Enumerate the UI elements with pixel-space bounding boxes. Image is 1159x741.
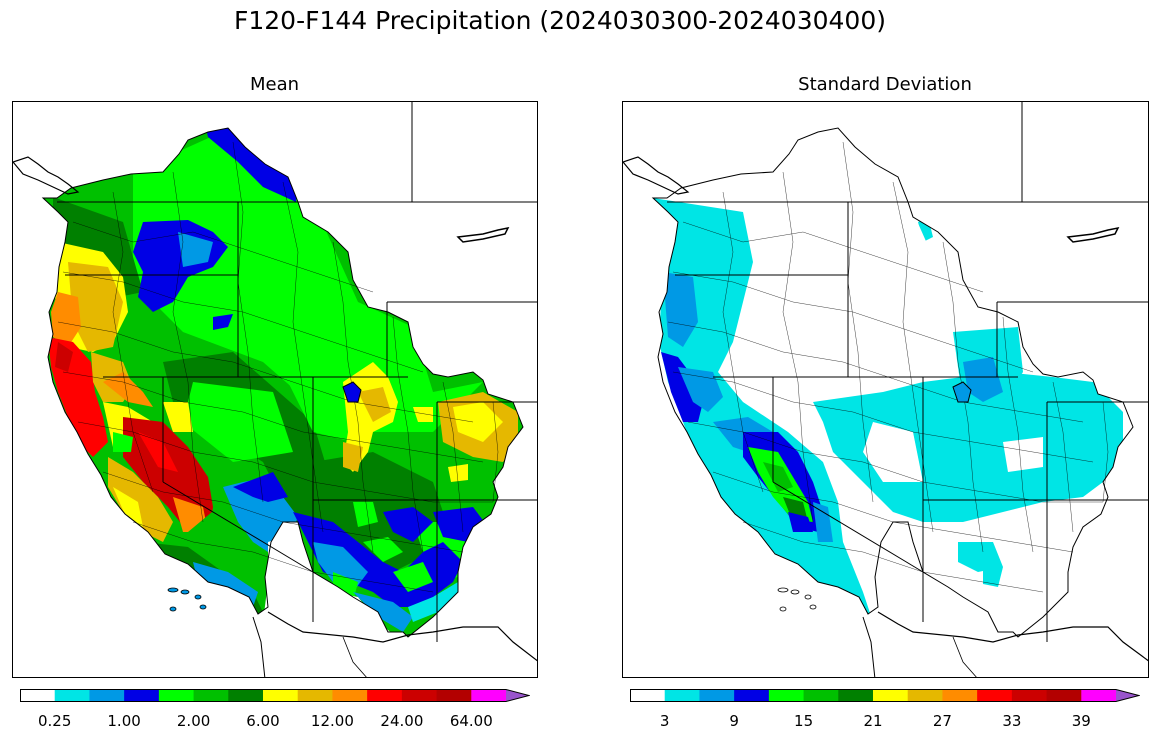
mean-colorbar-tick-label: 1.00 [107, 712, 141, 730]
mean-colorbar-bin [89, 689, 125, 702]
std-colorbar-bin [734, 689, 770, 702]
std-map [622, 101, 1149, 678]
std-colorbar-bin [803, 689, 839, 702]
std-colorbar-bin [1116, 689, 1139, 702]
std-colorbar-tick-label: 27 [932, 712, 952, 730]
mean-colorbar-tick-label: 64.00 [449, 712, 493, 730]
mean-colorbar-bin [332, 689, 368, 702]
mean-panel-title: Mean [249, 74, 300, 95]
std-colorbar-bin [873, 689, 909, 702]
mean-colorbar-bin [124, 689, 160, 702]
mean-colorbar-bin [367, 689, 403, 702]
std-colorbar-tick-label: 33 [1002, 712, 1022, 730]
std-colorbar-tick-label: 21 [863, 712, 883, 730]
std-colorbar-bin [1046, 689, 1082, 702]
std-colorbar-bin [907, 689, 943, 702]
mean-colorbar [20, 689, 530, 702]
mean-colorbar-bin [297, 689, 333, 702]
mean-colorbar-tick-label: 12.00 [310, 712, 354, 730]
mean-colorbar-bin [263, 689, 299, 702]
std-colorbar-bin [768, 689, 805, 702]
std-colorbar-tick-label: 15 [794, 712, 814, 730]
mean-colorbar-bin [436, 689, 472, 702]
std-colorbar-bin [1081, 689, 1117, 702]
std-colorbar-bin [664, 689, 700, 702]
std-colorbar-tick-label: 39 [1071, 712, 1091, 730]
std-colorbar-tick-label: 9 [729, 712, 739, 730]
std-colorbar-bin [630, 689, 666, 702]
std-colorbar-outline [630, 689, 1140, 702]
std-colorbar-bin [1011, 689, 1048, 702]
mean-colorbar-bin [54, 689, 90, 702]
mean-map [12, 101, 538, 678]
mean-colorbar-bin [471, 689, 507, 702]
mean-colorbar-bin [506, 689, 529, 702]
mean-colorbar-bin [193, 689, 229, 702]
mean-colorbar-bin [158, 689, 195, 702]
mean-colorbar-bin [228, 689, 264, 702]
mean-colorbar-tick-label: 24.00 [380, 712, 424, 730]
std-colorbar-bin [942, 689, 978, 702]
mean-colorbar-bin [20, 689, 56, 702]
std-colorbar-tick-label: 3 [659, 712, 670, 730]
mean-colorbar-tick-label: 0.25 [37, 712, 72, 730]
std-panel-title: Standard Deviation [798, 74, 972, 95]
figure-title: F120-F144 Precipitation (2024030300-2024… [233, 6, 886, 35]
mean-colorbar-outline [20, 689, 530, 702]
mean-colorbar-tick-label: 6.00 [246, 712, 280, 730]
std-colorbar-bin [838, 689, 874, 702]
std-colorbar [630, 689, 1140, 702]
std-colorbar-bin [699, 689, 735, 702]
std-colorbar-bin [977, 689, 1013, 702]
mean-colorbar-tick-label: 2.00 [176, 712, 211, 730]
mean-colorbar-bin [401, 689, 438, 702]
